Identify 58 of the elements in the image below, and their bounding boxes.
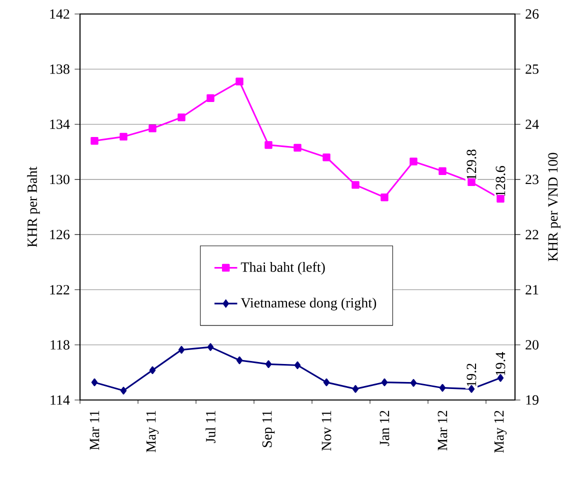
x-tick-label: May 11 — [146, 410, 159, 452]
y-tick-label: 118 — [50, 340, 70, 350]
x-tick-label: Nov 11 — [322, 410, 332, 451]
point — [236, 78, 244, 86]
y-tick-label: 126 — [50, 230, 70, 240]
x-tick-label: May 12 — [494, 410, 507, 453]
y2-axis-title: KHR per VND 100 — [548, 152, 560, 262]
point — [149, 366, 156, 374]
point — [91, 378, 98, 386]
point — [294, 144, 302, 152]
point — [352, 385, 359, 393]
y-tick-label: 122 — [50, 285, 70, 294]
y-axis-title: KHR per Baht — [27, 166, 40, 248]
y-tick-label: 138 — [50, 64, 70, 74]
point — [323, 378, 330, 386]
x-tick-label: Mar 12 — [438, 410, 448, 450]
point — [265, 360, 272, 368]
x-tick-label: Sep 11 — [262, 410, 275, 448]
x-tick-label: Jul 11 — [206, 410, 216, 444]
legend-label: Vietnamese dong (right) — [240, 298, 376, 310]
y2-tick-label: 21 — [526, 285, 538, 294]
point — [206, 94, 214, 102]
x-tick-label: Jan 12 — [380, 410, 390, 446]
y-tick-label: 130 — [50, 174, 70, 184]
point — [120, 132, 128, 141]
y2-tick-label: 24 — [526, 120, 539, 129]
data-label: 128.6 — [496, 166, 506, 196]
y2-tick-label: 26 — [526, 9, 539, 19]
data-label: 129.8 — [466, 150, 476, 180]
point — [236, 356, 243, 364]
point — [380, 193, 388, 202]
y2-tick-label: 22 — [526, 230, 538, 240]
point — [294, 361, 301, 370]
point — [322, 153, 330, 162]
data-label: 19.4 — [496, 352, 506, 376]
y2-tick-label: 25 — [526, 64, 538, 74]
point — [410, 379, 417, 387]
y-tick-label: 142 — [50, 9, 70, 19]
point — [148, 124, 156, 132]
y2-tick-label: 19 — [526, 395, 538, 405]
point — [352, 181, 360, 189]
legend-label: Thai baht (left) — [240, 262, 325, 275]
point — [207, 343, 214, 351]
y-tick-label: 134 — [50, 120, 70, 129]
x-tick-label: Mar 11 — [90, 410, 100, 450]
y2-tick-label: 20 — [526, 340, 539, 350]
data-label: 19.2 — [466, 364, 476, 386]
point — [439, 384, 446, 392]
point — [120, 386, 127, 394]
point — [438, 167, 446, 176]
y2-tick-label: 23 — [526, 174, 538, 184]
y-tick-label: 114 — [50, 395, 70, 405]
point — [178, 114, 186, 122]
point — [90, 136, 98, 145]
point — [381, 378, 388, 386]
point — [264, 141, 272, 149]
point — [178, 346, 185, 354]
point — [410, 158, 418, 166]
